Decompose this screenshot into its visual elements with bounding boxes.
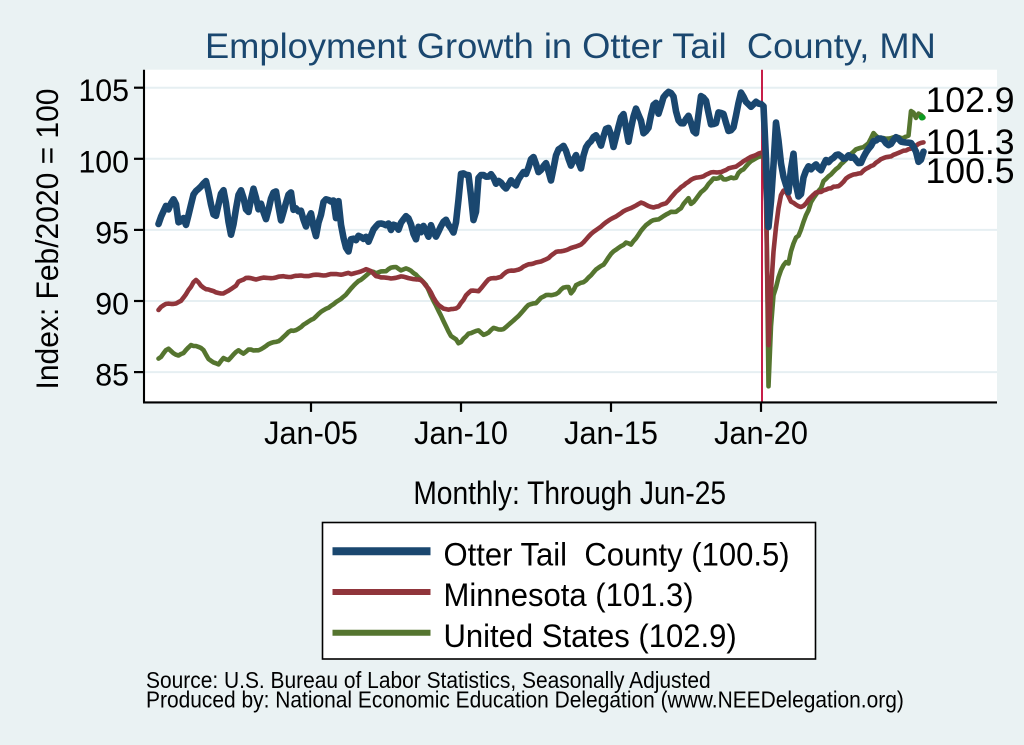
svg-text:95: 95 xyxy=(95,215,129,251)
svg-text:102.9: 102.9 xyxy=(926,80,1015,120)
svg-text:Jan-10: Jan-10 xyxy=(414,414,508,451)
svg-text:Minnesota (101.3): Minnesota (101.3) xyxy=(444,576,694,613)
svg-text:Monthly: Through Jun-25: Monthly: Through Jun-25 xyxy=(413,477,726,512)
svg-text:Source: U.S. Bureau of Labor S: Source: U.S. Bureau of Labor Statistics,… xyxy=(146,667,711,693)
svg-text:Jan-20: Jan-20 xyxy=(714,414,808,451)
svg-text:Otter Tail County (100.5): Otter Tail County (100.5) xyxy=(444,536,790,573)
svg-text:Jan-15: Jan-15 xyxy=(564,414,658,451)
svg-text:100: 100 xyxy=(78,144,129,180)
svg-text:Employment Growth in Otter Tai: Employment Growth in Otter Tail County, … xyxy=(205,26,936,65)
svg-text:Index: Feb/2020 = 100: Index: Feb/2020 = 100 xyxy=(29,89,65,390)
svg-text:85: 85 xyxy=(95,357,129,393)
svg-text:100.5: 100.5 xyxy=(926,151,1015,191)
svg-text:105: 105 xyxy=(78,73,129,109)
svg-text:90: 90 xyxy=(95,286,129,322)
svg-text:Jan-05: Jan-05 xyxy=(264,414,358,451)
svg-text:United States (102.9): United States (102.9) xyxy=(444,617,737,654)
svg-text:Produced by: National Economic: Produced by: National Economic Education… xyxy=(146,687,904,713)
svg-text:101.3: 101.3 xyxy=(926,122,1015,162)
